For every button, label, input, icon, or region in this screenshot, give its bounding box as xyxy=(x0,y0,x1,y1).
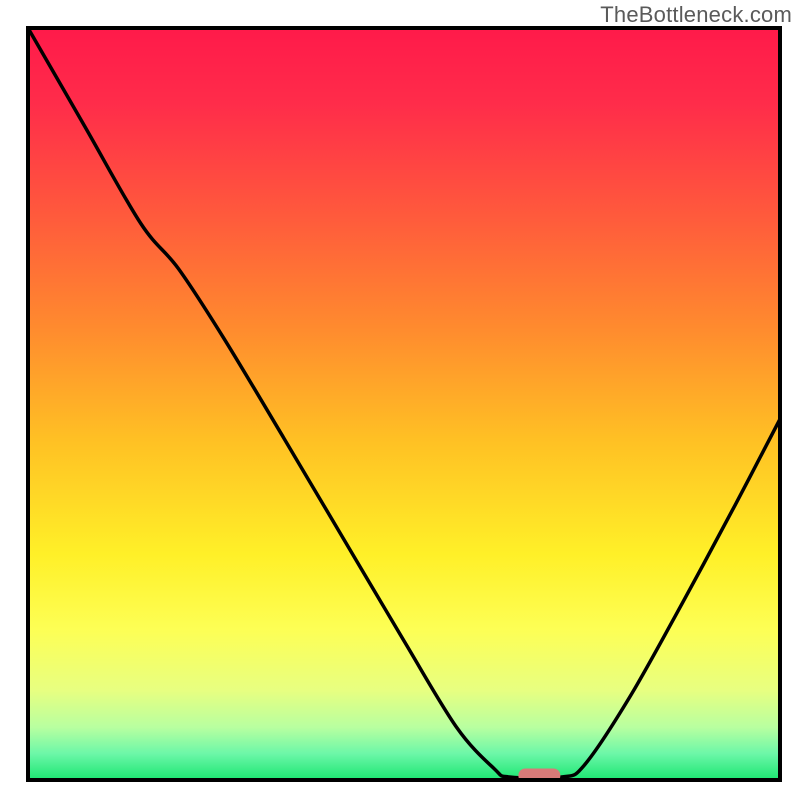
chart-canvas xyxy=(0,0,800,800)
watermark-label: TheBottleneck.com xyxy=(600,2,792,28)
gradient-background xyxy=(28,28,780,780)
bottleneck-chart: TheBottleneck.com xyxy=(0,0,800,800)
